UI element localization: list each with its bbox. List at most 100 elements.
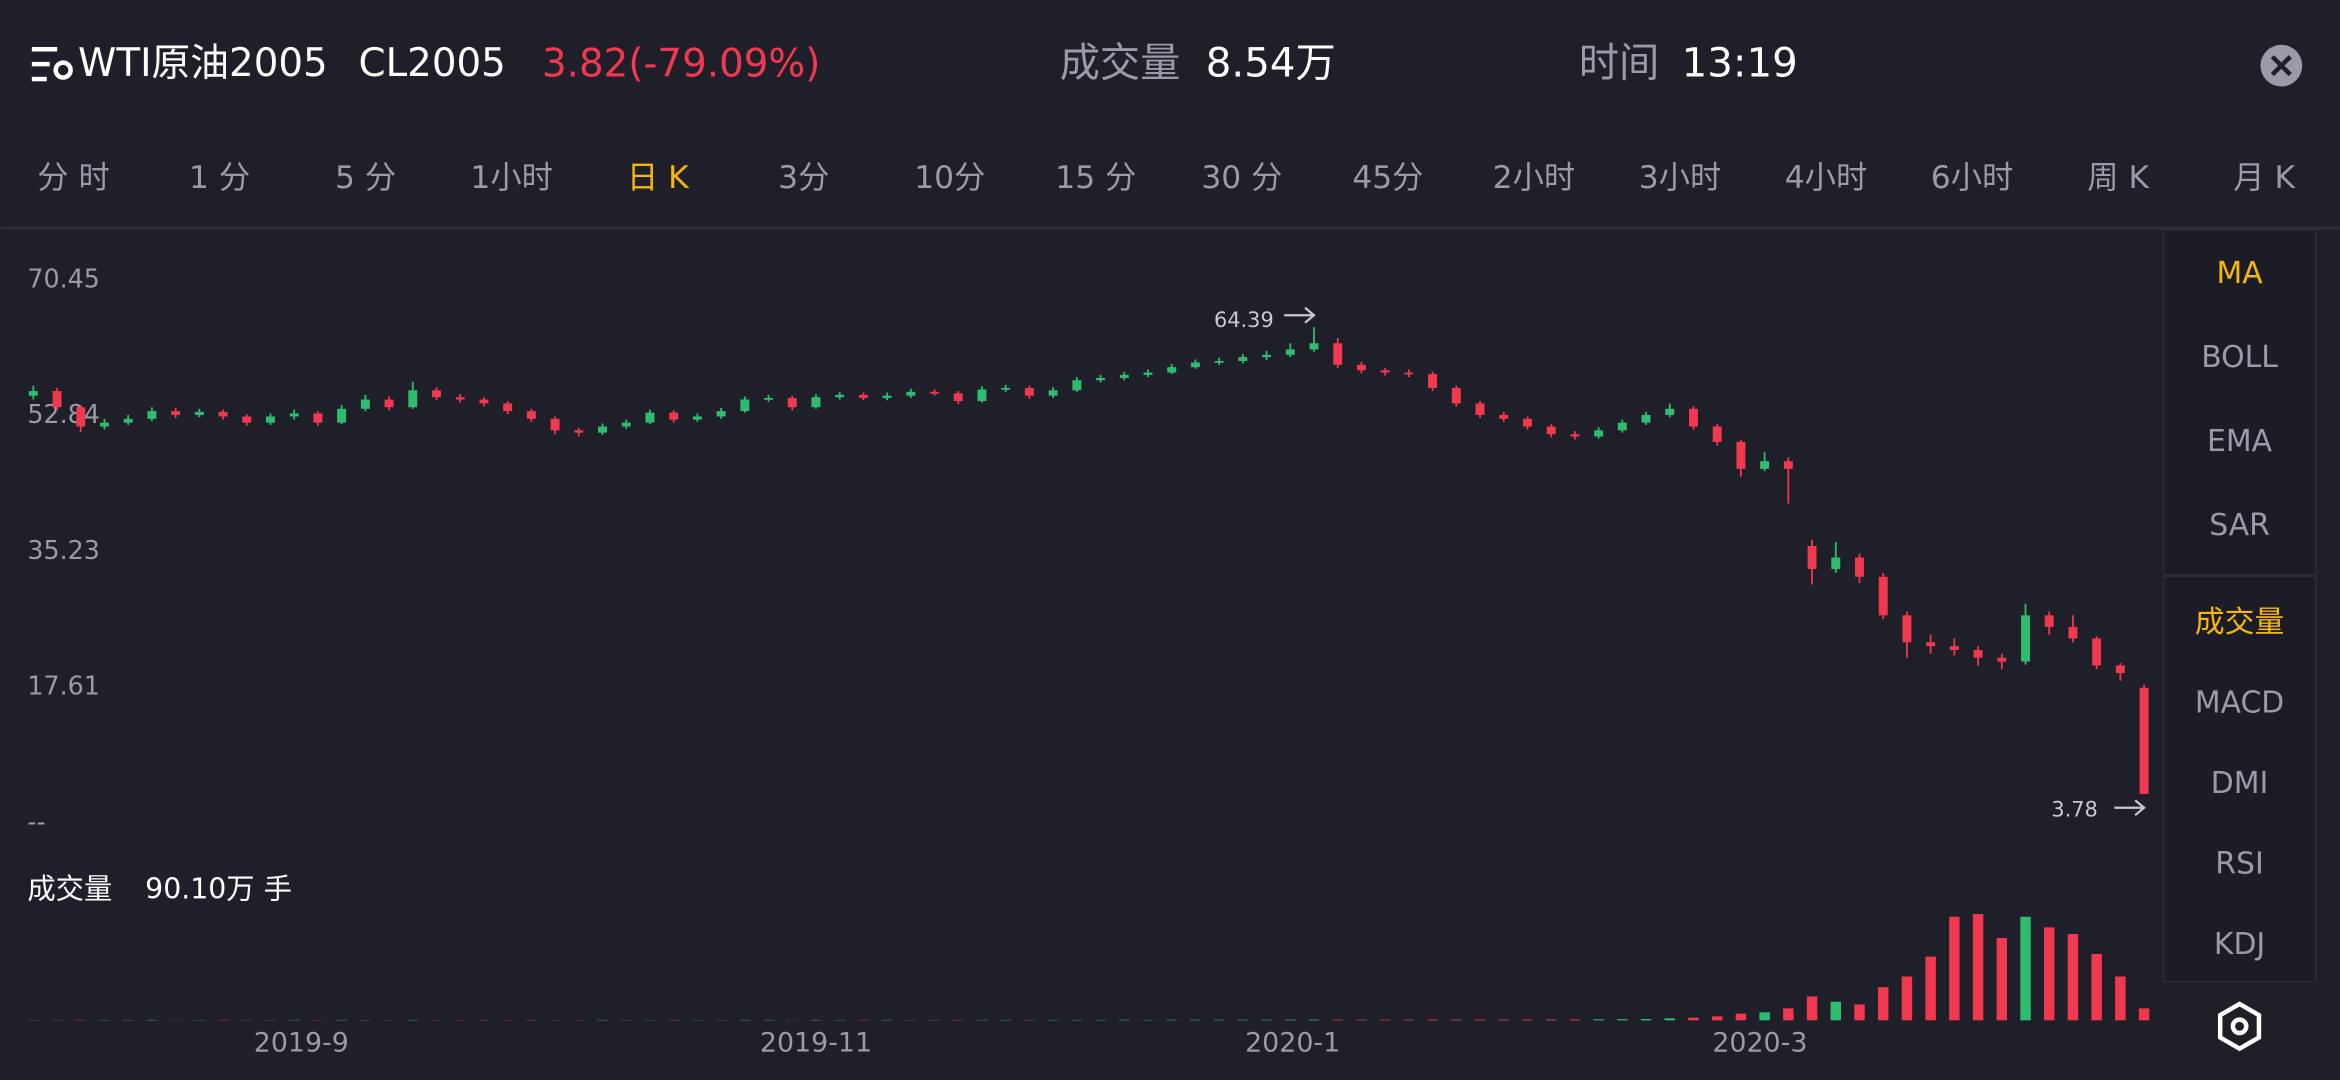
settings-button[interactable]: [2217, 1001, 2262, 1052]
y-tick-label: 17.61: [27, 671, 100, 701]
y-tick-label: --: [27, 806, 45, 836]
volume-bar: [1854, 1004, 1865, 1021]
timeframe-tab[interactable]: 2小时: [1493, 160, 1576, 196]
close-button[interactable]: [2260, 44, 2303, 87]
volume-bar: [1877, 987, 1889, 1021]
candle-body: [2139, 687, 2149, 794]
candle-body: [171, 411, 181, 415]
timeframe-tab[interactable]: 5 分: [335, 160, 396, 196]
main-indicator[interactable]: MA: [2216, 256, 2263, 291]
candle-body: [1451, 387, 1461, 404]
main-indicator[interactable]: SAR: [2209, 508, 2270, 543]
volume-readout: 90.10万 手: [145, 873, 292, 906]
volume-bar: [1522, 1019, 1533, 1021]
timeframe-tab[interactable]: 1小时: [470, 160, 553, 196]
candle-body: [242, 416, 252, 423]
candle-body: [2092, 638, 2102, 666]
candle-body: [953, 393, 963, 402]
y-tick-label: 70.45: [27, 263, 100, 293]
main-indicator[interactable]: BOLL: [2201, 340, 2278, 375]
candle-body: [2021, 615, 2030, 662]
volume-bar: [2091, 953, 2102, 1021]
candle-body: [835, 394, 845, 398]
timeframe-tab[interactable]: 15 分: [1055, 160, 1136, 196]
candle-body: [1309, 343, 1319, 350]
volume-bar: [1735, 1013, 1747, 1021]
candle-body: [1831, 557, 1841, 570]
timeframe-tab[interactable]: 30 分: [1201, 160, 1282, 196]
candle-body: [1499, 414, 1509, 419]
settings-hex: [2217, 1001, 2262, 1052]
sub-indicator[interactable]: KDJ: [2214, 927, 2265, 962]
volume-bar: [2020, 916, 2031, 1021]
volume-bar: [1261, 1019, 1272, 1021]
sub-indicator[interactable]: MACD: [2195, 686, 2284, 721]
timeframe-tab[interactable]: 月 K: [2233, 160, 2296, 196]
volume-bar: [1711, 1016, 1723, 1021]
x-tick-label: 2019-9: [254, 1028, 349, 1059]
volume-bar: [1356, 1019, 1367, 1021]
volume-bar: [1688, 1017, 1699, 1021]
candle-body: [621, 422, 631, 427]
candle-body: [882, 395, 892, 398]
timeframe-tab[interactable]: 45分: [1352, 160, 1423, 196]
volume-bar: [2067, 934, 2079, 1021]
time-label: 时间: [1579, 41, 1660, 87]
timeframe-tab[interactable]: 周 K: [2087, 160, 2150, 196]
candle-body: [1617, 422, 1627, 431]
candle-body: [692, 416, 702, 420]
candle-body: [669, 412, 679, 420]
volume-bar: [1498, 1019, 1509, 1021]
sub-indicator[interactable]: DMI: [2211, 766, 2269, 801]
indicator-panel: [2162, 228, 2317, 983]
candle-body: [455, 397, 465, 400]
volume-bar: [2115, 976, 2126, 1021]
x-tick-label: 2020-3: [1712, 1028, 1807, 1059]
sub-indicator[interactable]: 成交量: [2195, 605, 2284, 640]
candle-body: [1688, 408, 1698, 427]
timeframe-tab[interactable]: 分 时: [37, 160, 110, 196]
instrument-code: CL2005: [359, 41, 506, 86]
menu-icon[interactable]: [31, 46, 73, 82]
candle-body: [1570, 434, 1580, 437]
candle-body: [2044, 615, 2054, 627]
timeframe-tab[interactable]: 1 分: [189, 160, 250, 196]
candle-body: [1807, 545, 1817, 570]
candle-body: [1665, 408, 1675, 415]
timeframe-tab[interactable]: 3小时: [1639, 160, 1722, 196]
volume-bar: [1949, 916, 1960, 1021]
candle-body: [1641, 414, 1651, 423]
volume-bar: [1806, 996, 1818, 1021]
candle-body: [716, 411, 726, 417]
timeframe-tab[interactable]: 3分: [778, 160, 829, 196]
candle-body: [764, 397, 774, 400]
volume-bar: [1190, 1019, 1201, 1021]
candle-body: [1522, 418, 1532, 427]
timeframe-tab[interactable]: 日 K: [627, 160, 690, 196]
candle-body: [1475, 403, 1485, 415]
volume-bar: [1451, 1019, 1462, 1021]
volume-bar: [1925, 956, 1936, 1021]
volume-bar: [1593, 1019, 1604, 1021]
timeframe-tab[interactable]: 6小时: [1931, 160, 2014, 196]
main-indicator[interactable]: EMA: [2207, 424, 2273, 459]
timeframe-tab[interactable]: 4小时: [1785, 160, 1868, 196]
x-tick-label: 2020-1: [1245, 1028, 1340, 1059]
candle-body: [1902, 615, 1912, 643]
candle-body: [1712, 426, 1722, 442]
candle-body: [930, 391, 940, 394]
instrument-title: WTI原油2005: [78, 41, 328, 86]
candle-body: [2115, 665, 2125, 674]
candle-body: [337, 408, 347, 423]
sub-indicator[interactable]: RSI: [2215, 847, 2263, 882]
candle-body: [1760, 461, 1770, 469]
volume-bar: [1759, 1012, 1770, 1021]
volume-bar: [1285, 1019, 1296, 1021]
candle-body: [550, 418, 560, 431]
timeframe-tab[interactable]: 10分: [914, 160, 985, 196]
candle-body: [1973, 650, 1983, 658]
y-tick-label: 52.84: [27, 399, 100, 429]
